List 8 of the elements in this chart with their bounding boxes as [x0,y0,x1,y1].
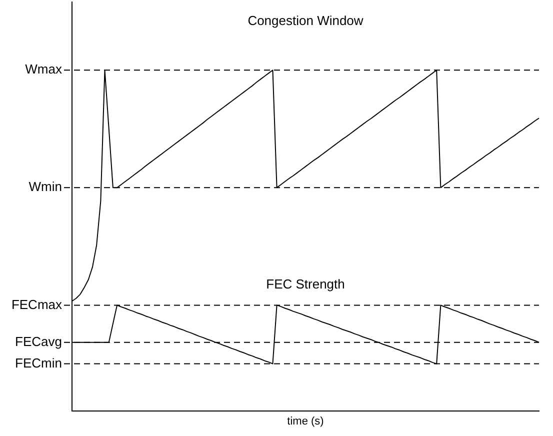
x-axis-title: time (s) [287,415,324,428]
chart-title: Congestion Window [248,13,364,28]
ref-line-label: FECmax [11,296,62,312]
annotation: FEC Strength [266,276,345,292]
ref-line-label: FECavg [15,334,62,349]
ref-line-label: FECmin [15,355,62,370]
ref-line-label: Wmin [28,179,62,194]
ref-line-label: Wmax [25,62,62,77]
